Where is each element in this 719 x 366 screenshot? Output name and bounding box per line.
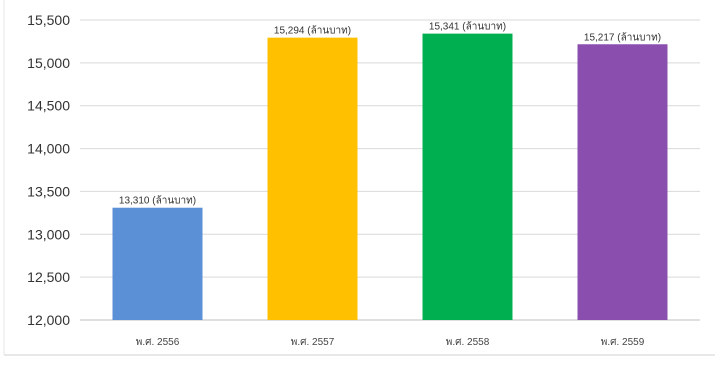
y-tick-label: 14,000: [27, 141, 70, 157]
y-tick-label: 13,000: [27, 226, 70, 242]
y-tick-label: 13,500: [27, 183, 70, 199]
x-category-label: พ.ศ. 2557: [291, 337, 335, 348]
y-tick-label: 12,000: [27, 312, 70, 328]
bar: [267, 37, 358, 321]
bar: [112, 207, 203, 320]
x-category-label: พ.ศ. 2558: [446, 337, 490, 348]
y-tick-label: 12,500: [27, 269, 70, 285]
bar-data-label: 15,217 (ล้านบาท): [584, 31, 661, 43]
y-tick-label: 15,500: [27, 12, 70, 28]
bar-data-label: 15,341 (ล้านบาท): [429, 21, 506, 33]
y-tick-label: 15,000: [27, 55, 70, 71]
bar: [577, 44, 668, 320]
y-tick-label: 14,500: [27, 98, 70, 114]
bar-data-label: 15,294 (ล้านบาท): [274, 25, 351, 37]
y-axis-ticks: 12,000 12,500 13,000 13,500 14,000 14,500 15,0…: [27, 12, 70, 328]
x-category-label: พ.ศ. 2559: [601, 337, 645, 348]
x-category-label: พ.ศ. 2556: [136, 337, 180, 348]
data-labels: 13,310 (ล้านบาท) 15,294 (ล้านบาท) 15,341 (…: [119, 21, 661, 207]
x-axis-categories: พ.ศ. 2556 พ.ศ. 2557 พ.ศ. 2558 พ.ศ. 2559: [136, 337, 645, 348]
bar-data-label: 13,310 (ล้านบาท): [119, 195, 196, 207]
bars: [112, 33, 668, 321]
bar: [422, 33, 513, 320]
